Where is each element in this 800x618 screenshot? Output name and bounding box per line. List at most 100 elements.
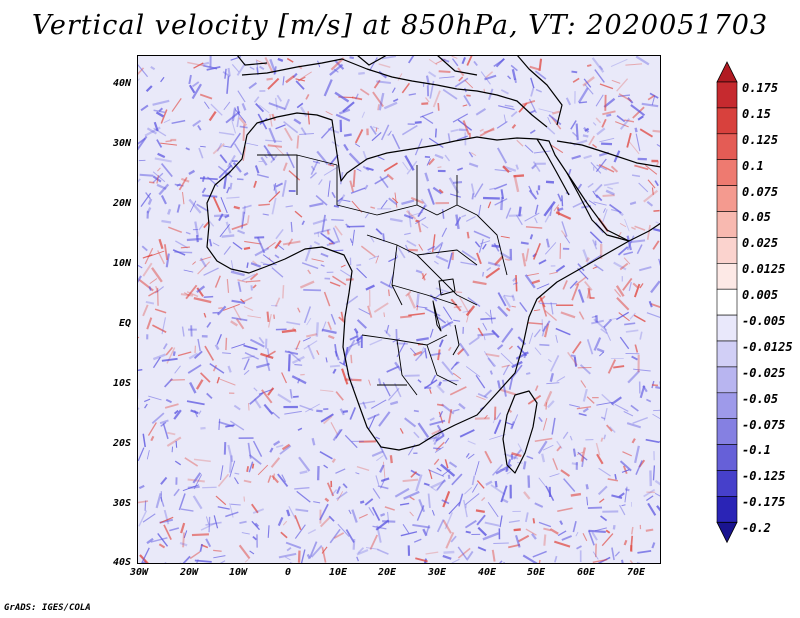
field-streak xyxy=(572,520,577,533)
field-streak xyxy=(241,355,255,360)
field-streak xyxy=(386,173,394,181)
field-streak xyxy=(243,369,250,376)
field-streak xyxy=(605,529,611,534)
field-streak xyxy=(439,76,455,79)
colorbar-swatch xyxy=(716,288,738,316)
field-streak xyxy=(255,103,265,113)
field-streak xyxy=(296,102,304,109)
field-streak xyxy=(544,309,558,321)
field-streak xyxy=(470,183,475,195)
field-streak xyxy=(534,70,547,80)
field-streak xyxy=(285,541,302,549)
field-streak xyxy=(517,534,530,543)
field-streak xyxy=(377,548,389,555)
field-streak xyxy=(226,186,231,194)
field-streak xyxy=(471,475,476,486)
field-streak xyxy=(618,93,632,102)
field-streak xyxy=(615,285,625,297)
field-streak xyxy=(535,88,542,93)
field-streak xyxy=(448,501,461,515)
field-streak xyxy=(571,462,578,466)
field-streak xyxy=(543,390,553,407)
field-streak xyxy=(199,257,207,268)
field-streak xyxy=(556,445,562,452)
field-streak xyxy=(319,503,329,521)
field-streak xyxy=(430,479,447,489)
field-streak xyxy=(500,196,504,211)
field-streak xyxy=(187,364,202,374)
field-streak xyxy=(487,502,499,518)
field-streak xyxy=(493,542,509,545)
field-streak xyxy=(231,343,246,349)
field-streak xyxy=(456,135,468,141)
field-streak xyxy=(485,311,491,318)
field-streak xyxy=(464,486,473,495)
field-streak xyxy=(237,281,242,293)
field-streak xyxy=(450,128,459,133)
field-streak xyxy=(637,115,644,121)
field-streak xyxy=(577,263,585,272)
field-streak xyxy=(568,168,572,176)
field-streak xyxy=(617,246,629,256)
field-streak xyxy=(408,312,425,317)
field-streak xyxy=(634,127,638,133)
field-streak xyxy=(601,393,615,407)
field-streak xyxy=(465,452,470,458)
field-streak xyxy=(474,460,480,476)
field-streak xyxy=(404,417,417,428)
colorbar-swatch xyxy=(716,237,738,264)
field-streak xyxy=(148,290,158,297)
field-streak xyxy=(142,513,156,523)
field-streak xyxy=(569,435,573,441)
field-streak xyxy=(243,305,254,311)
field-streak xyxy=(528,185,533,192)
field-streak xyxy=(337,523,350,537)
field-streak xyxy=(301,262,319,270)
field-streak xyxy=(655,385,661,390)
field-streak xyxy=(160,476,168,485)
field-streak xyxy=(212,196,222,213)
field-streak xyxy=(284,350,299,355)
field-streak xyxy=(364,184,369,190)
field-streak xyxy=(536,283,550,290)
field-streak xyxy=(282,76,285,86)
field-streak xyxy=(326,229,330,235)
lon-label-20e: 20E xyxy=(377,567,397,578)
field-streak xyxy=(374,175,389,185)
field-streak xyxy=(451,558,460,564)
field-streak xyxy=(451,251,455,261)
field-streak xyxy=(555,327,571,336)
field-streak xyxy=(586,339,594,355)
field-streak xyxy=(459,297,470,313)
field-streak xyxy=(174,460,182,466)
field-streak xyxy=(492,463,503,476)
field-streak xyxy=(581,457,585,468)
field-streak xyxy=(401,199,415,206)
field-streak xyxy=(327,334,335,340)
field-streak xyxy=(303,306,312,324)
field-streak xyxy=(492,417,496,424)
field-streak xyxy=(429,417,435,422)
field-streak xyxy=(179,541,188,547)
field-streak xyxy=(477,546,487,552)
field-streak xyxy=(550,302,554,315)
lat-label-20n: 20N xyxy=(112,198,131,209)
field-streak xyxy=(225,110,241,124)
field-streak xyxy=(278,552,297,559)
field-streak xyxy=(389,400,399,406)
field-streak xyxy=(444,459,449,469)
field-streak xyxy=(402,523,410,534)
field-streak xyxy=(152,324,167,333)
colorbar-arrow-bottom xyxy=(716,521,738,544)
field-streak xyxy=(354,129,364,144)
field-streak xyxy=(224,68,227,79)
field-streak xyxy=(152,99,170,106)
field-streak xyxy=(164,403,179,409)
field-streak xyxy=(420,198,428,207)
field-streak xyxy=(639,128,654,138)
field-streak xyxy=(599,137,615,143)
field-streak xyxy=(223,145,232,148)
field-streak xyxy=(339,408,345,416)
field-streak xyxy=(249,66,255,70)
field-streak xyxy=(165,253,170,268)
